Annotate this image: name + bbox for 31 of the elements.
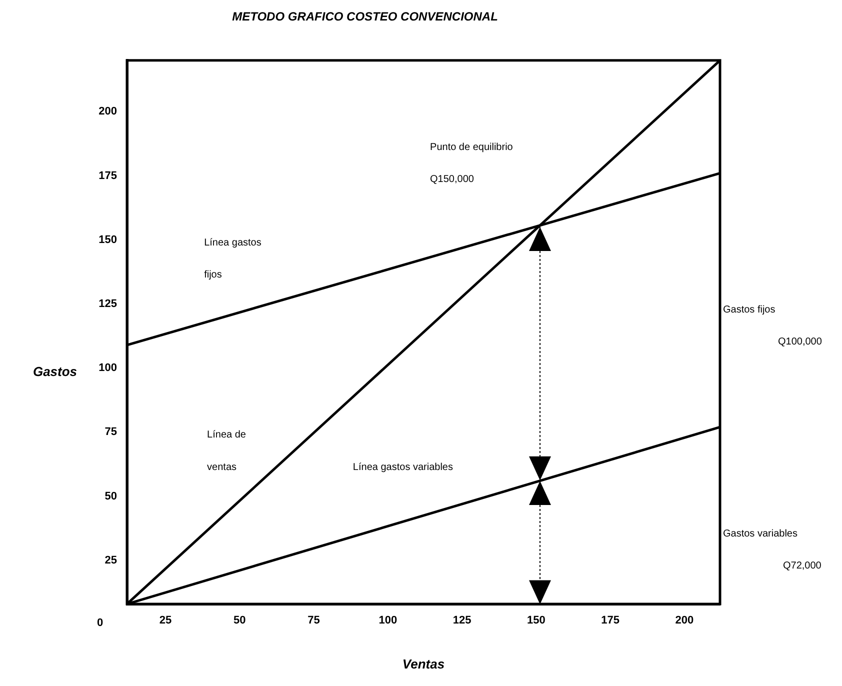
x-tick-label: 125 <box>452 614 472 627</box>
x-tick-label: 175 <box>601 614 620 627</box>
text: Gastos variables <box>723 528 798 540</box>
chart-title: METODO GRAFICO COSTEO CONVENCIONAL <box>232 10 498 24</box>
annotation: Línea gastos <box>204 237 262 248</box>
annotation: ventas <box>207 462 237 473</box>
annotation: Línea gastos variables <box>352 462 454 473</box>
x-tick-label: 50 <box>234 614 246 627</box>
y-tick-label: 125 <box>98 298 117 310</box>
y-axis-title: Gastos <box>32 364 78 379</box>
annotation: fijos <box>204 269 222 280</box>
text: Q72,000 <box>783 560 822 572</box>
text: Gastos fijos <box>723 304 776 316</box>
y-tick-label: 75 <box>104 426 117 438</box>
x-tick-label: 100 <box>378 614 398 627</box>
x-axis-title: Ventas <box>402 656 445 672</box>
x-tick-label: 150 <box>526 614 546 627</box>
x-tick-label: 200 <box>675 614 694 627</box>
y-tick-label: 25 <box>104 554 117 566</box>
y-tick-label: 100 <box>98 362 117 374</box>
x-tick-label: 25 <box>159 614 172 627</box>
y-tick-label: 50 <box>104 490 117 502</box>
y-tick-label: 150 <box>98 234 117 246</box>
text: Q100,000 <box>778 336 822 348</box>
annotation: Línea de <box>207 430 246 441</box>
annotation: Punto de equilibrio <box>430 142 514 154</box>
x-tick-label: 75 <box>308 614 320 627</box>
annotation: Q150,000 <box>430 174 474 186</box>
y-tick-label: 175 <box>98 170 117 182</box>
text: 0 <box>96 617 104 630</box>
y-tick-label: 200 <box>98 106 117 118</box>
